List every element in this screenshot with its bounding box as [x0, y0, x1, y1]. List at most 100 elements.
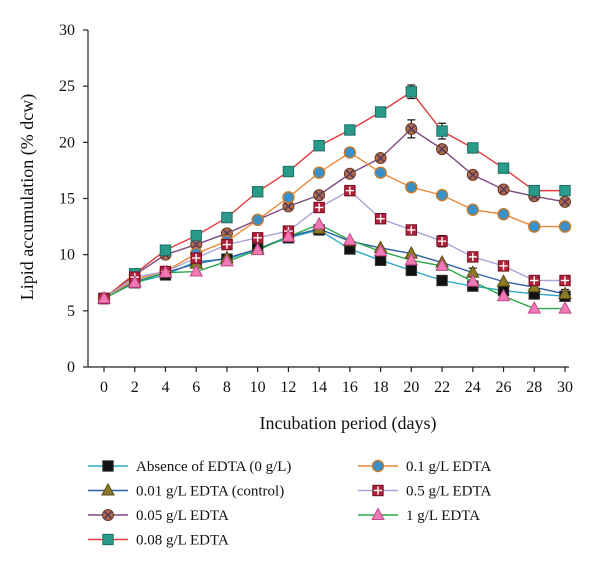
y-tick-label: 30 — [59, 22, 75, 39]
y-tick-label: 5 — [67, 303, 75, 320]
x-tick-label: 16 — [342, 379, 358, 396]
data-point — [343, 232, 357, 246]
data-point — [559, 184, 571, 197]
data-point — [190, 229, 202, 242]
data-point — [97, 290, 111, 304]
legend-label: 0.05 g/L EDTA — [136, 508, 229, 524]
legend-item: 0.05 g/L EDTA — [88, 508, 229, 524]
data-point — [405, 86, 418, 98]
x-tick-label: 0 — [100, 379, 108, 396]
data-point — [344, 124, 356, 136]
data-point — [127, 275, 142, 288]
data-point — [313, 201, 325, 214]
legend-label: 0.1 g/L EDTA — [406, 459, 491, 475]
y-tick-label: 20 — [59, 134, 75, 151]
series-6 — [103, 189, 565, 300]
legend-label: Absence of EDTA (0 g/L) — [136, 459, 291, 475]
data-point — [559, 274, 571, 287]
data-point — [405, 264, 418, 277]
x-tick-label: 4 — [161, 379, 169, 396]
data-point — [496, 288, 511, 302]
data-point — [312, 216, 326, 230]
series-2 — [103, 228, 566, 300]
data-point — [435, 188, 449, 202]
x-tick-label: 14 — [311, 379, 327, 396]
x-axis-title: Incubation period (days) — [260, 413, 437, 434]
legend-marker — [102, 509, 114, 521]
data-point — [496, 274, 511, 287]
series-line — [103, 90, 565, 300]
data-point — [344, 184, 356, 197]
data-point — [189, 263, 204, 277]
data-point — [374, 166, 387, 179]
data-point — [436, 125, 448, 137]
x-tick-label: 6 — [192, 379, 200, 396]
data-point — [282, 191, 295, 204]
data-point — [373, 243, 388, 257]
data-point — [528, 220, 541, 233]
data-point — [251, 186, 264, 198]
x-tick-label: 10 — [250, 379, 266, 396]
data-point — [158, 265, 173, 278]
data-point — [527, 279, 542, 293]
legend-marker — [102, 460, 114, 472]
data-point — [558, 301, 572, 314]
data-point — [435, 258, 449, 271]
series-4 — [103, 90, 565, 300]
x-tick-label: 8 — [223, 379, 231, 396]
data-point — [405, 224, 418, 236]
x-tick-label: 30 — [557, 379, 573, 396]
data-point — [250, 242, 265, 256]
data-point — [558, 286, 572, 299]
data-point — [374, 254, 387, 266]
data-point — [281, 229, 296, 242]
series-line — [103, 228, 566, 300]
data-point — [465, 274, 480, 287]
legend: Absence of EDTA (0 g/L) 0.01 g/L EDTA (co… — [88, 459, 491, 549]
data-point — [559, 195, 571, 208]
data-point — [221, 211, 233, 224]
data-point — [558, 220, 572, 233]
x-tick-label: 26 — [496, 379, 512, 396]
data-point — [528, 184, 540, 197]
series-line — [103, 127, 566, 300]
legend-marker — [371, 507, 385, 520]
data-point — [436, 235, 448, 247]
data-point — [497, 183, 510, 196]
series-line — [103, 189, 565, 300]
data-point — [436, 274, 448, 287]
data-point — [528, 274, 540, 287]
data-point — [312, 166, 326, 179]
data-point — [251, 213, 264, 227]
data-point — [374, 213, 387, 225]
data-point — [313, 140, 325, 152]
data-point — [497, 208, 510, 221]
data-point — [251, 232, 264, 244]
x-tick-label: 12 — [280, 379, 296, 396]
legend-item: Absence of EDTA (0 g/L) — [88, 459, 291, 475]
data-point — [467, 142, 479, 154]
data-point — [282, 165, 295, 178]
x-tick-label: 18 — [373, 379, 389, 396]
data-point — [159, 244, 172, 256]
data-point — [497, 162, 510, 174]
data-point — [282, 200, 295, 213]
series-7 — [103, 223, 565, 310]
data-point — [404, 252, 419, 266]
x-tick-label: 2 — [131, 379, 139, 396]
y-tick-label: 15 — [59, 191, 75, 208]
data-point — [374, 106, 387, 118]
series-line — [103, 223, 565, 310]
legend-label: 1 g/L EDTA — [406, 508, 480, 524]
series-layer — [97, 84, 572, 314]
series-7-markers — [97, 216, 572, 314]
data-point — [405, 181, 418, 194]
x-tick-label: 22 — [434, 379, 450, 396]
legend-item: 0.08 g/L EDTA — [88, 533, 229, 549]
data-point — [190, 252, 202, 264]
data-point — [467, 251, 479, 263]
y-tick-label: 0 — [67, 359, 75, 376]
y-axis-title: Lipid accumulation (% dcw) — [17, 94, 38, 300]
